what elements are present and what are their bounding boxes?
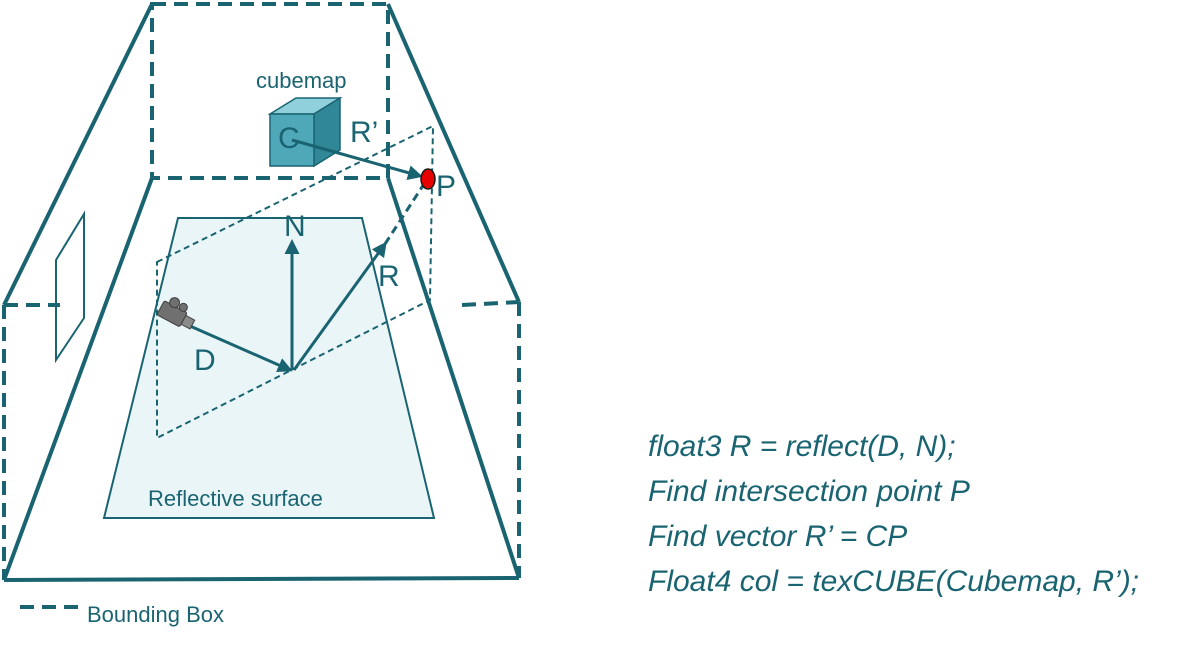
wall-window [55,210,85,364]
ceiling-right-edge [386,3,521,303]
label-c: C [278,122,300,155]
point-p [420,168,436,190]
vectors [189,138,426,373]
camera-icon [157,297,196,330]
label-cubemap: cubemap [256,68,347,93]
floor-left-edge [2,177,154,581]
vector-d [189,324,293,373]
code-line-2: Find intersection point P [648,475,970,508]
front-top-right-dash [461,300,520,307]
vector-r [292,241,387,371]
ceiling-left-edge [2,3,154,306]
vector-r-dashed [383,183,426,245]
vector-r-prime [291,138,423,180]
code-steps: float3 R = reflect(D, N); Find intersect… [648,424,1139,604]
back-wall [150,2,390,180]
label-n: N [284,210,306,243]
reflection-plane [156,124,435,440]
legend-label: Bounding Box [87,602,224,627]
reflective-surface [102,217,436,519]
label-d: D [194,344,216,377]
floor-front-edge [3,576,520,582]
floor-right-edge [386,177,521,579]
label-r: R [378,260,400,293]
label-p: P [436,170,456,203]
code-line-1: float3 R = reflect(D, N); [648,430,956,463]
code-line-3: Find vector R’ = CP [648,520,908,553]
bounding-box [2,2,521,582]
code-line-4: Float4 col = texCUBE(Cubemap, R’); [648,565,1140,598]
label-reflective-surface: Reflective surface [148,486,323,511]
legend: Bounding Box [20,602,224,627]
label-r-prime: R’ [350,116,378,149]
